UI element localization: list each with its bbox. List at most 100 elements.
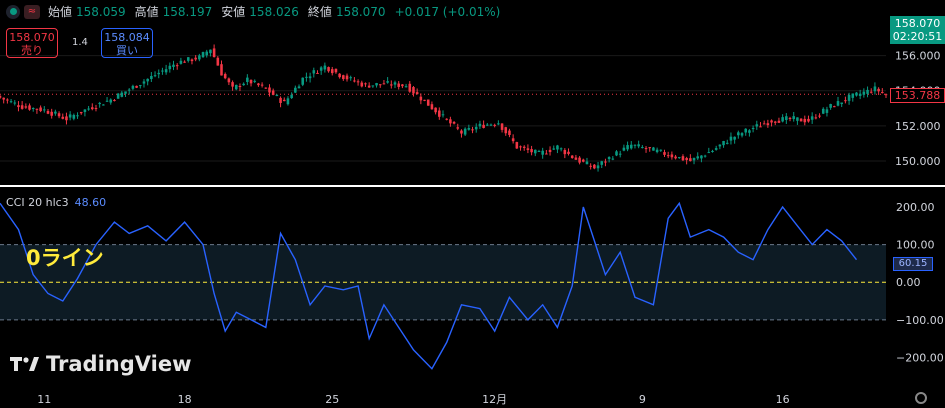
- candle-body: [829, 104, 832, 108]
- sell-button[interactable]: 158.070 売り: [6, 28, 58, 58]
- candle-body: [644, 148, 648, 150]
- candle-body: [810, 116, 814, 120]
- cci-axis[interactable]: 200.00 100.00 0.00 −100.00 −200.00: [896, 201, 944, 364]
- current-price: 158.070: [894, 17, 941, 30]
- candle-body: [113, 100, 116, 102]
- candle-body: [109, 99, 113, 103]
- candle-body: [282, 99, 286, 102]
- candle-body: [622, 147, 626, 151]
- candle-body: [242, 83, 245, 86]
- candle-body: [223, 73, 227, 79]
- candle-body: [504, 127, 508, 134]
- cci-legend[interactable]: CCI 20 hlc3 48.60: [6, 196, 106, 209]
- candle-body: [364, 83, 367, 85]
- candle-body: [755, 124, 759, 127]
- candle-body: [434, 107, 437, 113]
- buy-button[interactable]: 158.084 買い: [101, 28, 153, 58]
- candle-body: [445, 118, 448, 120]
- candle-body: [818, 115, 821, 117]
- candle-body: [740, 133, 744, 136]
- candle-body: [840, 102, 843, 105]
- candle-body: [733, 136, 736, 140]
- candle-body: [873, 86, 877, 92]
- candle-body: [13, 102, 17, 104]
- candle-body: [17, 105, 20, 108]
- sell-price: 158.070: [9, 31, 55, 44]
- candlestick-series: [0, 44, 888, 172]
- candle-body: [186, 57, 190, 61]
- candle-body: [833, 106, 836, 108]
- candle-body: [452, 121, 456, 124]
- candle-body: [692, 157, 696, 161]
- candle-body: [390, 84, 393, 86]
- candle-body: [478, 123, 482, 127]
- candle-body: [24, 106, 28, 108]
- candle-body: [183, 61, 186, 63]
- cci-tick-label: −200.00: [896, 351, 944, 364]
- candle-body: [423, 99, 426, 101]
- candle-body: [714, 148, 718, 150]
- cci-series: [0, 201, 858, 370]
- candle-body: [441, 114, 445, 116]
- candle-body: [271, 90, 275, 95]
- tradingview-logo[interactable]: TradingView: [10, 352, 191, 376]
- candle-body: [807, 118, 810, 122]
- candle-body: [220, 64, 223, 76]
- price-grid: [0, 55, 886, 162]
- candle-body: [212, 48, 216, 58]
- candle-body: [725, 142, 729, 144]
- candle-body: [323, 65, 327, 70]
- candle-body: [570, 155, 574, 158]
- candle-body: [249, 79, 253, 84]
- candle-body: [600, 161, 604, 165]
- time-tick-label: 25: [325, 393, 339, 406]
- time-axis[interactable]: 11 18 25 12月 9 16: [37, 393, 789, 406]
- candle-body: [836, 101, 840, 106]
- candle-body: [696, 156, 700, 159]
- candle-body: [393, 82, 397, 85]
- candle-body: [869, 91, 873, 93]
- candle-body: [718, 144, 722, 147]
- candle-body: [700, 155, 703, 159]
- candle-body: [489, 124, 493, 126]
- cci-line: [0, 201, 858, 370]
- candle-body: [308, 76, 312, 79]
- candle-body: [862, 91, 866, 95]
- candle-body: [585, 161, 589, 165]
- cci-legend-value: 48.60: [74, 196, 107, 209]
- candle-body: [578, 157, 581, 163]
- candle-body: [20, 105, 24, 109]
- candle-body: [618, 153, 622, 155]
- candle-body: [567, 151, 570, 154]
- candle-body: [581, 159, 585, 162]
- wave-icon[interactable]: ≈: [24, 4, 40, 19]
- candle-body: [260, 84, 264, 86]
- candle-body: [404, 86, 408, 88]
- low-label: 安値: [221, 5, 246, 19]
- candle-body: [522, 146, 526, 148]
- candle-body: [330, 69, 334, 74]
- buy-price: 158.084: [104, 31, 150, 44]
- candle-body: [770, 120, 773, 123]
- candle-body: [796, 117, 799, 121]
- cci-tick-label: 0.00: [896, 276, 921, 289]
- candle-body: [537, 150, 541, 152]
- candle-body: [759, 126, 762, 128]
- candle-body: [681, 156, 685, 161]
- candle-body: [788, 117, 792, 119]
- candle-body: [312, 70, 316, 74]
- candle-body: [153, 75, 157, 77]
- settings-gear-icon[interactable]: [915, 392, 927, 404]
- candle-body: [500, 123, 504, 130]
- market-status-icon[interactable]: [6, 4, 20, 19]
- candle-body: [866, 89, 869, 94]
- candle-body: [530, 149, 533, 153]
- candle-body: [593, 164, 596, 169]
- logo-text: TradingView: [46, 352, 192, 376]
- open-value: 158.059: [76, 4, 126, 19]
- candle-body: [474, 126, 478, 130]
- candle-body: [28, 105, 31, 110]
